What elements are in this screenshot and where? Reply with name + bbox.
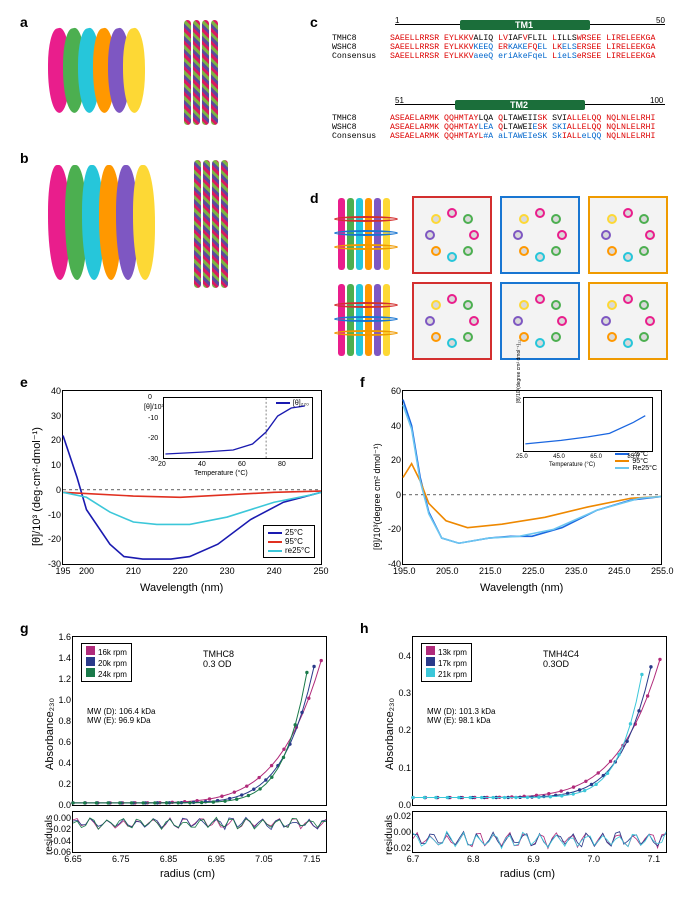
side-view-1 bbox=[332, 196, 402, 274]
auc-g-main: 1.61.41.21.00.80.60.40.20.016k rpm20k rp… bbox=[72, 636, 327, 806]
label-g: g bbox=[20, 620, 29, 636]
y2label-h: residuals bbox=[384, 815, 395, 855]
label-a: a bbox=[20, 14, 28, 30]
cross-section-r1-c2 bbox=[588, 282, 668, 360]
cd-spectrum-e: 195200210220230240250403020100-10-20-302… bbox=[62, 390, 322, 565]
panel-b bbox=[40, 160, 300, 300]
auc-h-residuals: 0.020.00-0.026.76.86.97.07.1 bbox=[412, 811, 667, 853]
tm1-label: TM1 bbox=[515, 20, 533, 30]
cross-section-r0-c2 bbox=[588, 196, 668, 274]
tm2-label: TM2 bbox=[510, 100, 528, 110]
xlabel-f: Wavelength (nm) bbox=[480, 582, 563, 594]
seq-block-2: TMHC8ASEAELARMK QQHMTAYLQA QLTAWEIISK SV… bbox=[332, 114, 655, 141]
label-f: f bbox=[360, 374, 365, 390]
ylabel-f: [θ]/10³(degree cm² dmol⁻¹) bbox=[372, 443, 383, 550]
label-b: b bbox=[20, 150, 29, 166]
seq-block-1: TMHC8SAEELLRRSR EYLKKVALIQ LVIAFVFLIL LI… bbox=[332, 34, 655, 61]
label-c: c bbox=[310, 14, 318, 30]
cross-section-r0-c1 bbox=[500, 196, 580, 274]
ylabel-h: Absorbance₂₃₀ bbox=[384, 698, 396, 770]
inset-f: 25.045.065.085.0Temperature (°C)[θ]/10³(… bbox=[523, 397, 653, 452]
ylabel-g: Absorbance₂₃₀ bbox=[44, 698, 56, 770]
xlabel-e: Wavelength (nm) bbox=[140, 582, 223, 594]
surface-a bbox=[40, 20, 150, 130]
ylabel-e: [θ]/10³ (deg·cm²·dmol⁻¹) bbox=[30, 427, 43, 546]
label-d: d bbox=[310, 190, 319, 206]
xlabel-h: radius (cm) bbox=[500, 868, 555, 880]
label-h: h bbox=[360, 620, 369, 636]
panel-a bbox=[40, 20, 300, 140]
auc-g-residuals: 0.00-0.02-0.04-0.066.656.756.856.957.057… bbox=[72, 811, 327, 853]
cross-section-r1-c1 bbox=[500, 282, 580, 360]
y2label-g: residuals bbox=[44, 815, 55, 855]
label-e: e bbox=[20, 374, 28, 390]
auc-h-main: 0.40.30.20.10.013k rpm17k rpm21k rpmTMH4… bbox=[412, 636, 667, 806]
cross-section-r1-c0 bbox=[412, 282, 492, 360]
cross-section-r0-c0 bbox=[412, 196, 492, 274]
surface-b bbox=[40, 160, 160, 290]
inset-e: [θ]₂₂₀ [θ]/10³204060800-10-20-30Temperat… bbox=[163, 397, 313, 459]
xlabel-g: radius (cm) bbox=[160, 868, 215, 880]
side-view-2 bbox=[332, 282, 402, 360]
cd-spectrum-f: 195.0205.0215.0225.0235.0245.0255.060402… bbox=[402, 390, 662, 565]
